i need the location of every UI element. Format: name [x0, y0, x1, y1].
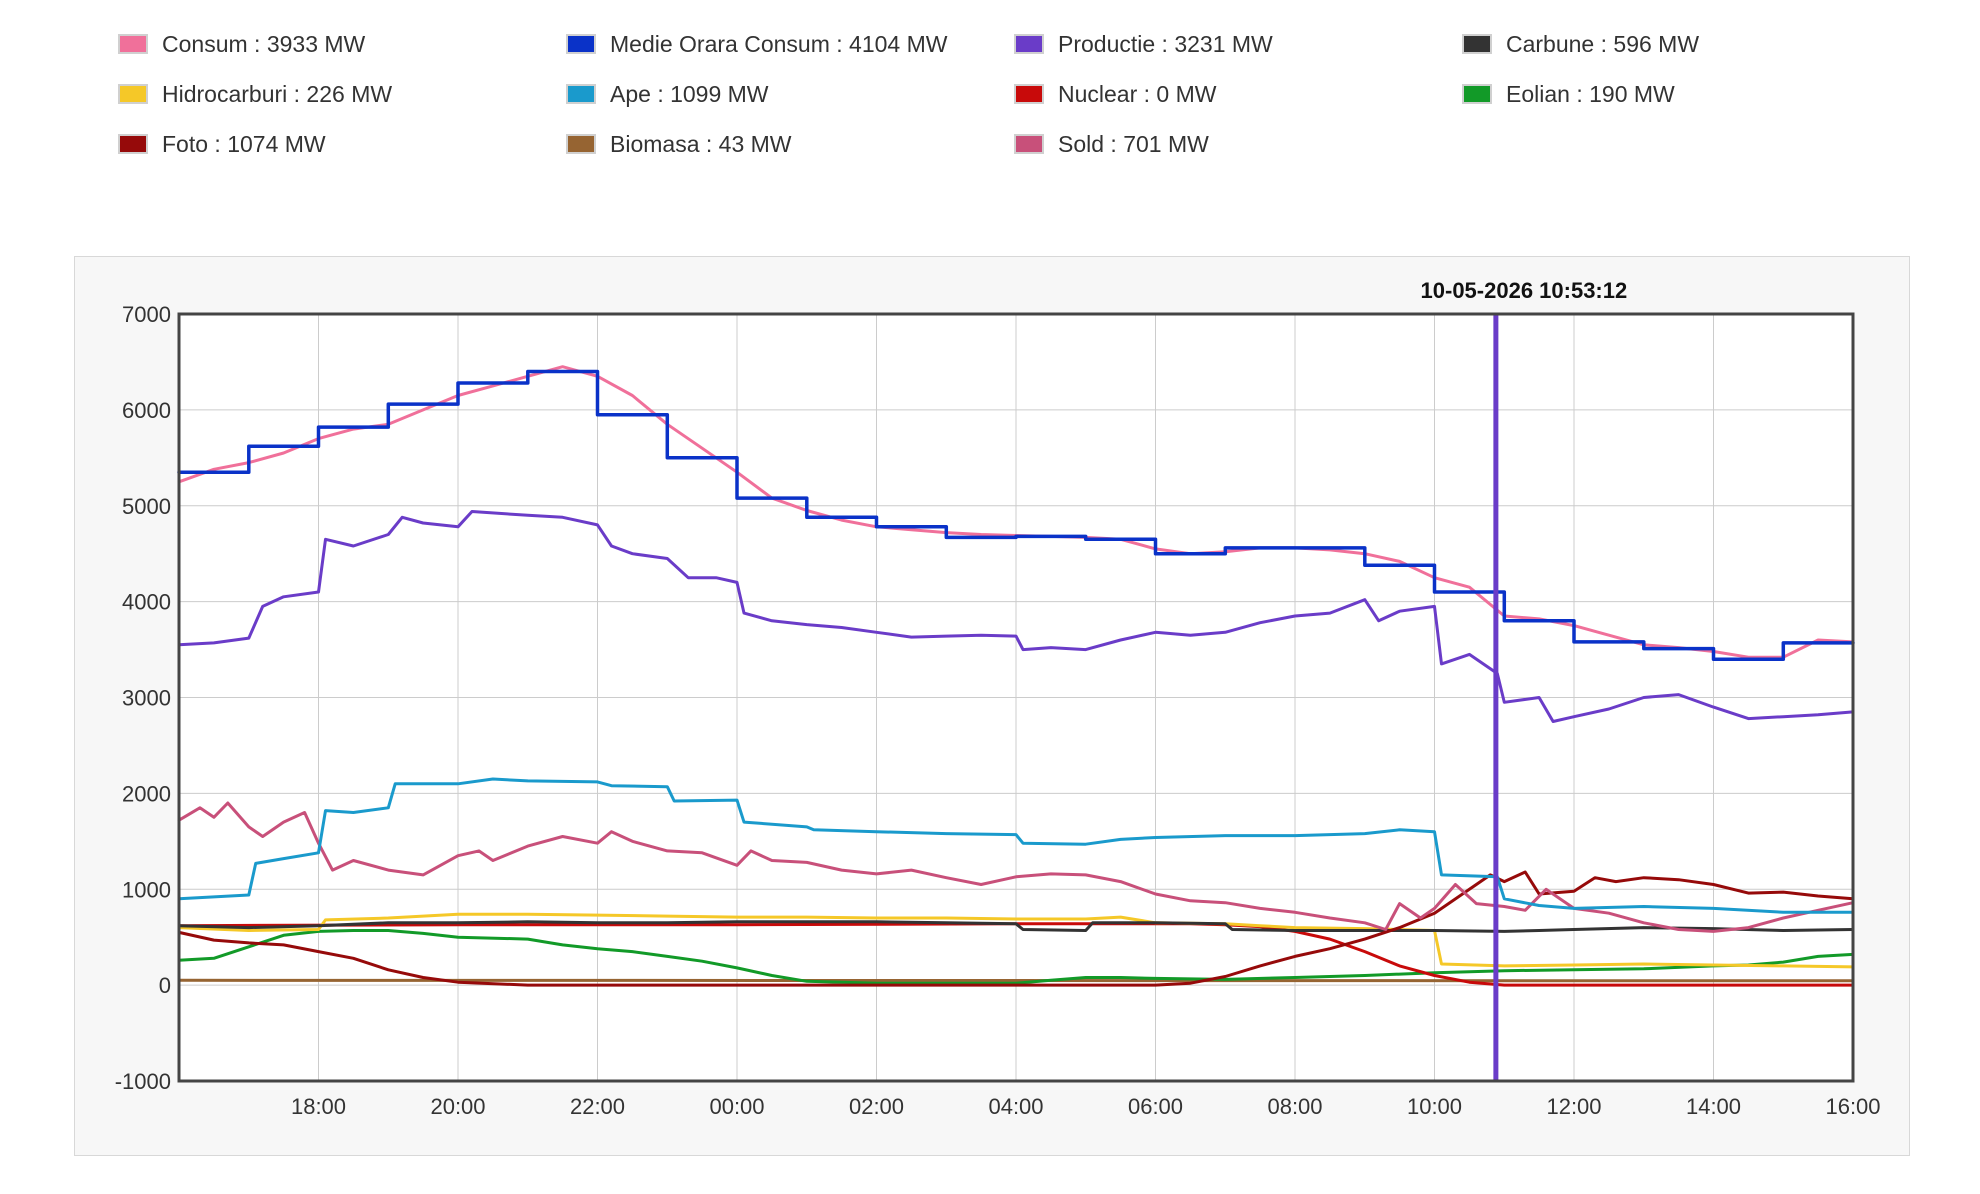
legend-item[interactable]: Consum : 3933 MW — [118, 28, 365, 60]
legend-label: Nuclear : 0 MW — [1058, 81, 1217, 107]
legend-item[interactable]: Carbune : 596 MW — [1462, 28, 1699, 60]
legend-item[interactable]: Foto : 1074 MW — [118, 128, 326, 160]
y-tick-label: 0 — [159, 973, 171, 998]
chart-panel: 7000 6000 5000 4000 3000 2000 1000 0 -1000 18:00 2… — [74, 256, 1910, 1156]
x-tick-label: 10:00 — [1407, 1094, 1462, 1119]
legend-swatch — [1014, 34, 1044, 54]
legend-label: Foto : 1074 MW — [162, 131, 326, 157]
legend-label: Eolian : 190 MW — [1506, 81, 1675, 107]
x-tick-label: 22:00 — [570, 1094, 625, 1119]
y-tick-label: 6000 — [122, 398, 171, 423]
y-tick-label: 7000 — [122, 302, 171, 327]
y-tick-label: -1000 — [115, 1069, 171, 1094]
x-tick-label: 02:00 — [849, 1094, 904, 1119]
x-tick-label: 14:00 — [1686, 1094, 1741, 1119]
series-line-sold — [177, 801, 1855, 933]
series-line-ape — [177, 777, 1855, 914]
legend-item[interactable]: Hidrocarburi : 226 MW — [118, 78, 392, 110]
legend-swatch — [1462, 84, 1492, 104]
x-tick-label: 04:00 — [988, 1094, 1043, 1119]
legend-swatch — [566, 34, 596, 54]
series-line-eolian — [177, 929, 1855, 985]
series-line-foto — [177, 870, 1855, 987]
legend-swatch — [118, 84, 148, 104]
chart-svg: 7000 6000 5000 4000 3000 2000 1000 0 -1000 18:00 2… — [115, 278, 1881, 1119]
x-tick-label: 08:00 — [1267, 1094, 1322, 1119]
legend-label: Hidrocarburi : 226 MW — [162, 81, 393, 107]
legend-swatch — [1014, 84, 1044, 104]
legend-swatch — [1014, 134, 1044, 154]
legend-label: Sold : 701 MW — [1058, 131, 1209, 157]
legend-item[interactable]: Productie : 3231 MW — [1014, 28, 1273, 60]
legend-label: Productie : 3231 MW — [1058, 31, 1273, 57]
series-line-carbune — [177, 920, 1855, 933]
x-tick-label: 00:00 — [709, 1094, 764, 1119]
x-tick-label: 18:00 — [291, 1094, 346, 1119]
y-tick-label: 5000 — [122, 494, 171, 519]
x-tick-label: 16:00 — [1825, 1094, 1880, 1119]
chart-legend: Consum : 3933 MW Medie Orara Consum : 410… — [118, 28, 1938, 188]
legend-label: Carbune : 596 MW — [1506, 31, 1700, 57]
plot-border — [177, 312, 1855, 1083]
legend-label: Consum : 3933 MW — [162, 31, 366, 57]
series-line-biomasa — [177, 978, 1855, 983]
series-line-medie-orara-consum — [177, 369, 1855, 661]
legend-label: Biomasa : 43 MW — [610, 131, 792, 157]
legend-item[interactable]: Ape : 1099 MW — [566, 78, 769, 110]
legend-item[interactable]: Sold : 701 MW — [1014, 128, 1209, 160]
legend-swatch — [118, 134, 148, 154]
y-tick-label: 2000 — [122, 781, 171, 806]
series-line-hidrocarburi — [177, 912, 1855, 969]
y-tick-label: 4000 — [122, 590, 171, 615]
legend-item[interactable]: Biomasa : 43 MW — [566, 128, 792, 160]
y-tick-label: 3000 — [122, 686, 171, 711]
x-tick-label: 20:00 — [430, 1094, 485, 1119]
x-tick-label: 12:00 — [1546, 1094, 1601, 1119]
x-tick-label: 06:00 — [1128, 1094, 1183, 1119]
legend-swatch — [566, 84, 596, 104]
legend-item[interactable]: Nuclear : 0 MW — [1014, 78, 1216, 110]
cursor-timestamp: 10-05-2026 10:53:12 — [1421, 278, 1628, 303]
y-tick-label: 1000 — [122, 877, 171, 902]
legend-swatch — [566, 134, 596, 154]
legend-swatch — [118, 34, 148, 54]
legend-item[interactable]: Medie Orara Consum : 4104 MW — [566, 28, 947, 60]
legend-label: Ape : 1099 MW — [610, 81, 769, 107]
legend-swatch — [1462, 34, 1492, 54]
legend-label: Medie Orara Consum : 4104 MW — [610, 31, 948, 57]
series-line-productie — [177, 510, 1855, 723]
legend-item[interactable]: Eolian : 190 MW — [1462, 78, 1675, 110]
